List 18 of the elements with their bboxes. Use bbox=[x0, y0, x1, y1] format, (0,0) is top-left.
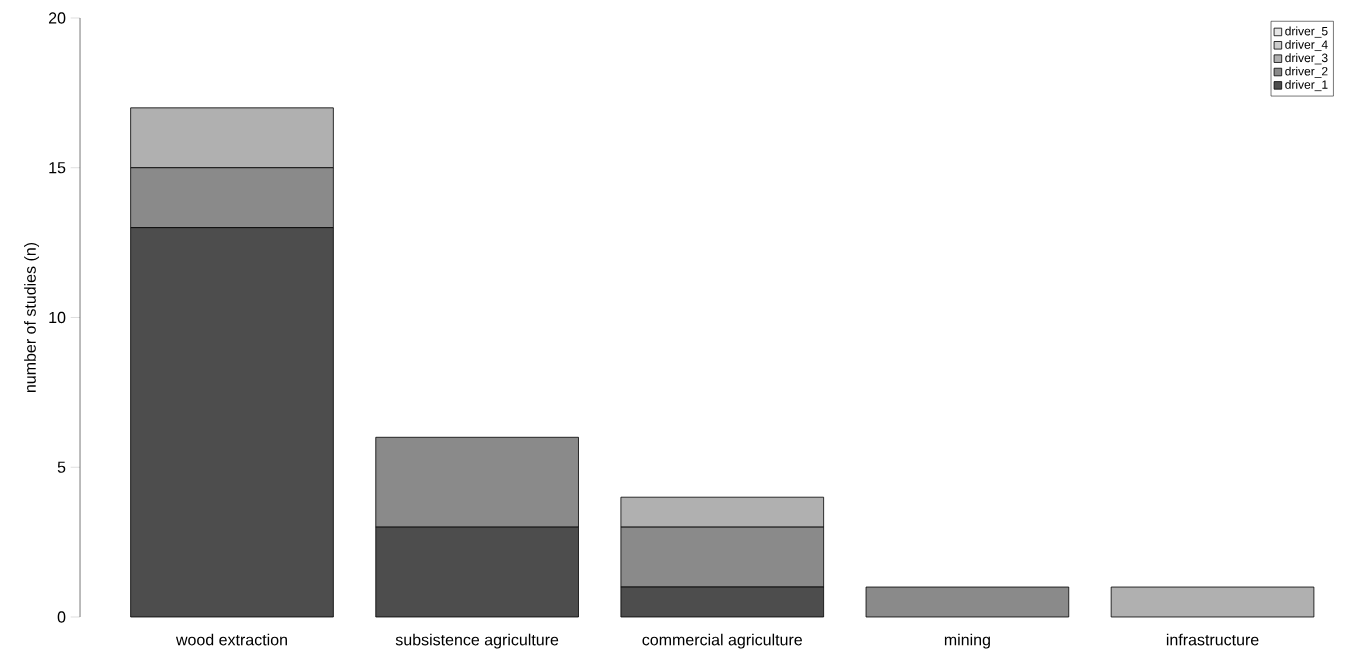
legend-label: driver_5 bbox=[1285, 26, 1328, 38]
y-tick-label: 0 bbox=[57, 611, 66, 623]
x-tick-label: mining bbox=[944, 633, 990, 649]
y-axis-title: number of studies (n) bbox=[24, 242, 40, 393]
legend-label: driver_3 bbox=[1285, 53, 1328, 65]
legend-label: driver_2 bbox=[1285, 66, 1328, 78]
legend-label: driver_1 bbox=[1285, 80, 1328, 92]
bar bbox=[1110, 586, 1315, 618]
x-tick-label: commercial agriculture bbox=[642, 633, 802, 649]
y-tick-label: 15 bbox=[49, 162, 66, 174]
x-tick-label: wood extraction bbox=[175, 633, 287, 646]
y-tick-label: 20 bbox=[48, 12, 66, 24]
x-tick-label: subsistence agriculture bbox=[395, 633, 559, 649]
y-tick-label: 10 bbox=[49, 311, 66, 324]
x-tick-label: infrastructure bbox=[1166, 633, 1259, 646]
bar bbox=[865, 586, 1070, 618]
legend-label: driver_4 bbox=[1285, 39, 1328, 52]
y-tick-label: 5 bbox=[57, 461, 66, 473]
